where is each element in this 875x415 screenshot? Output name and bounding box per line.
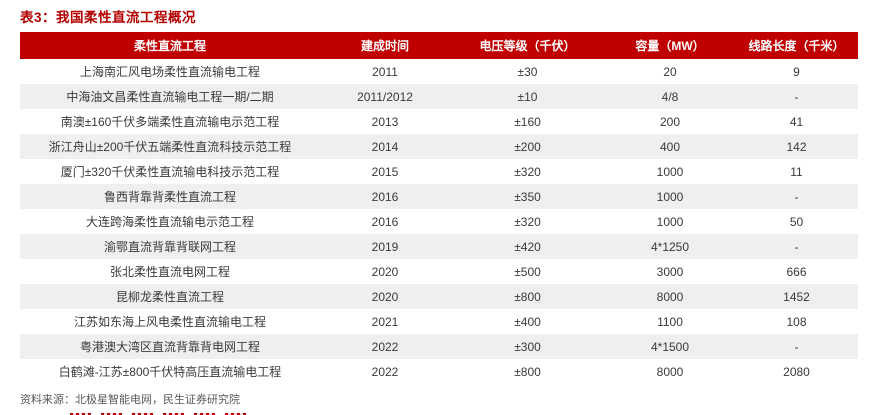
table-cell: 昆柳龙柔性直流工程 bbox=[115, 290, 224, 304]
table-cell: 南澳±160千伏多端柔性直流输电示范工程 bbox=[60, 115, 280, 129]
table-row: 中海油文昌柔性直流输电工程一期/二期 2011/2012 ±10 4/8 - bbox=[20, 84, 858, 109]
table-cell: 142 bbox=[786, 139, 807, 154]
table-row: 江苏如东海上风电柔性直流输电工程 2021 ±400 1100 108 bbox=[20, 309, 858, 334]
next-section-heading: 2.2 bbox=[20, 413, 858, 415]
table-cell: 2020 bbox=[371, 264, 399, 279]
table-cell: 2022 bbox=[371, 339, 399, 354]
table-cell: 200 bbox=[659, 114, 681, 129]
table-cell: 2019 bbox=[371, 239, 399, 254]
table-row: 厦门±320千伏柔性直流输电科技示范工程 2015 ±320 1000 11 bbox=[20, 159, 858, 184]
table-cell: 666 bbox=[786, 264, 807, 279]
table-cell: 2016 bbox=[371, 214, 399, 229]
table-row: 粤港澳大湾区直流背靠背电网工程 2022 ±300 4*1500 - bbox=[20, 334, 858, 359]
table-row: 昆柳龙柔性直流工程 2020 ±800 8000 1452 bbox=[20, 284, 858, 309]
table-cell: 2014 bbox=[371, 139, 399, 154]
flexible-dc-projects-table: 柔性直流工程 建成时间 电压等级（千伏） 容量（MW） 线路长度（千米） 上海南汇风电场… bbox=[20, 32, 858, 384]
clipped-glyph bbox=[69, 413, 91, 415]
table-cell: 渝鄂直流背靠背联网工程 bbox=[103, 240, 236, 254]
source-note: 资料来源：北极星智能电网，民生证券研究院 bbox=[20, 394, 240, 406]
table-cell: 4*1500 bbox=[650, 339, 690, 354]
table-header-cell: 建成时间 bbox=[320, 32, 450, 59]
table-header-cell: 线路长度（千米） bbox=[735, 32, 858, 59]
table-header-cell: 电压等级（千伏） bbox=[450, 32, 605, 59]
table-cell: 2022 bbox=[371, 364, 399, 379]
table-cell: ±320 bbox=[514, 164, 541, 179]
table-cell: 4/8 bbox=[661, 89, 679, 104]
next-section-number: 2.2 bbox=[20, 413, 54, 415]
table-title: 表3：我国柔性直流工程概况 bbox=[20, 10, 197, 25]
table-cell: 4*1250 bbox=[650, 239, 690, 254]
clipped-glyph bbox=[131, 413, 153, 415]
table-cell: 3000 bbox=[656, 264, 684, 279]
table-body: 上海南汇风电场柔性直流输电工程 2011 ±30 20 9 中海油文昌柔性直流输电工程一期… bbox=[20, 59, 858, 384]
clipped-glyph bbox=[225, 413, 247, 415]
clipped-glyph bbox=[163, 413, 185, 415]
table-cell: 11 bbox=[790, 164, 803, 179]
table-cell: ±350 bbox=[514, 189, 541, 204]
table-row: 南澳±160千伏多端柔性直流输电示范工程 2013 ±160 200 41 bbox=[20, 109, 858, 134]
table-row: 鲁西背靠背柔性直流工程 2016 ±350 1000 - bbox=[20, 184, 858, 209]
table-cell: 2011/2012 bbox=[357, 89, 413, 104]
table-cell: 1452 bbox=[783, 289, 810, 304]
table-cell: 浙江舟山±200千伏五端柔性直流科技示范工程 bbox=[48, 140, 292, 154]
table-row: 白鹤滩-江苏±800千伏特高压直流输电工程 2022 ±800 8000 2080 bbox=[20, 359, 858, 384]
table-header: 柔性直流工程 建成时间 电压等级（千伏） 容量（MW） 线路长度（千米） bbox=[20, 32, 858, 59]
table-cell: 2016 bbox=[371, 189, 399, 204]
table-row: 浙江舟山±200千伏五端柔性直流科技示范工程 2014 ±200 400 142 bbox=[20, 134, 858, 159]
table-cell: 1000 bbox=[656, 189, 684, 204]
table-cell: 8000 bbox=[656, 364, 684, 379]
table-cell: 大连跨海柔性直流输电示范工程 bbox=[85, 215, 254, 229]
table-row: 上海南汇风电场柔性直流输电工程 2011 ±30 20 9 bbox=[20, 59, 858, 84]
table-header-row: 柔性直流工程 建成时间 电压等级（千伏） 容量（MW） 线路长度（千米） bbox=[20, 32, 858, 59]
table-cell: 2011 bbox=[372, 64, 398, 79]
table-cell: ±200 bbox=[514, 139, 541, 154]
table-cell: - bbox=[794, 239, 799, 254]
table-cell: ±800 bbox=[514, 289, 541, 304]
table-cell: 上海南汇风电场柔性直流输电工程 bbox=[79, 65, 260, 79]
table-cell: 2013 bbox=[371, 114, 399, 129]
table-header-cell: 柔性直流工程 bbox=[20, 32, 320, 59]
table-row: 张北柔性直流电网工程 2020 ±500 3000 666 bbox=[20, 259, 858, 284]
table-row: 大连跨海柔性直流输电示范工程 2016 ±320 1000 50 bbox=[20, 209, 858, 234]
clipped-glyph bbox=[100, 413, 122, 415]
table-cell: 41 bbox=[789, 114, 804, 129]
table-cell: 张北柔性直流电网工程 bbox=[109, 265, 230, 279]
table-cell: 108 bbox=[786, 314, 807, 329]
clipped-text-fragment bbox=[69, 413, 251, 415]
table-header-cell: 容量（MW） bbox=[605, 32, 735, 59]
table-cell: ±400 bbox=[514, 314, 541, 329]
table-cell: 江苏如东海上风电柔性直流输电工程 bbox=[73, 315, 266, 329]
table-cell: - bbox=[794, 189, 799, 204]
table-cell: ±300 bbox=[514, 339, 541, 354]
table-cell: 2080 bbox=[783, 364, 810, 379]
table-cell: 20 bbox=[663, 64, 677, 79]
table-cell: 2021 bbox=[371, 314, 399, 329]
table-cell: 白鹤滩-江苏±800千伏特高压直流输电工程 bbox=[58, 365, 282, 379]
table-cell: ±320 bbox=[514, 214, 541, 229]
table-cell: 1000 bbox=[656, 214, 684, 229]
table-cell: 400 bbox=[659, 139, 681, 154]
table-cell: 鲁西背靠背柔性直流工程 bbox=[103, 190, 236, 204]
table-cell: ±30 bbox=[517, 64, 538, 79]
table-cell: 50 bbox=[789, 214, 804, 229]
table-cell: 9 bbox=[793, 64, 800, 79]
clipped-glyph bbox=[194, 413, 216, 415]
table-cell: 粤港澳大湾区直流背靠背电网工程 bbox=[79, 340, 260, 354]
table-cell: 中海油文昌柔性直流输电工程一期/二期 bbox=[66, 90, 274, 104]
table-row: 渝鄂直流背靠背联网工程 2019 ±420 4*1250 - bbox=[20, 234, 858, 259]
table-cell: - bbox=[794, 339, 799, 354]
table-cell: 厦门±320千伏柔性直流输电科技示范工程 bbox=[60, 165, 280, 179]
table-cell: ±160 bbox=[514, 114, 541, 129]
table-cell: 2020 bbox=[371, 289, 399, 304]
table-cell: - bbox=[794, 89, 799, 104]
table-cell: 8000 bbox=[656, 289, 684, 304]
table-cell: ±420 bbox=[514, 239, 541, 254]
table-cell: 1100 bbox=[657, 314, 683, 329]
table-cell: 2015 bbox=[371, 164, 399, 179]
table-cell: ±10 bbox=[517, 89, 538, 104]
table-cell: 1000 bbox=[656, 164, 684, 179]
table-cell: ±800 bbox=[514, 364, 541, 379]
table-cell: ±500 bbox=[514, 264, 541, 279]
